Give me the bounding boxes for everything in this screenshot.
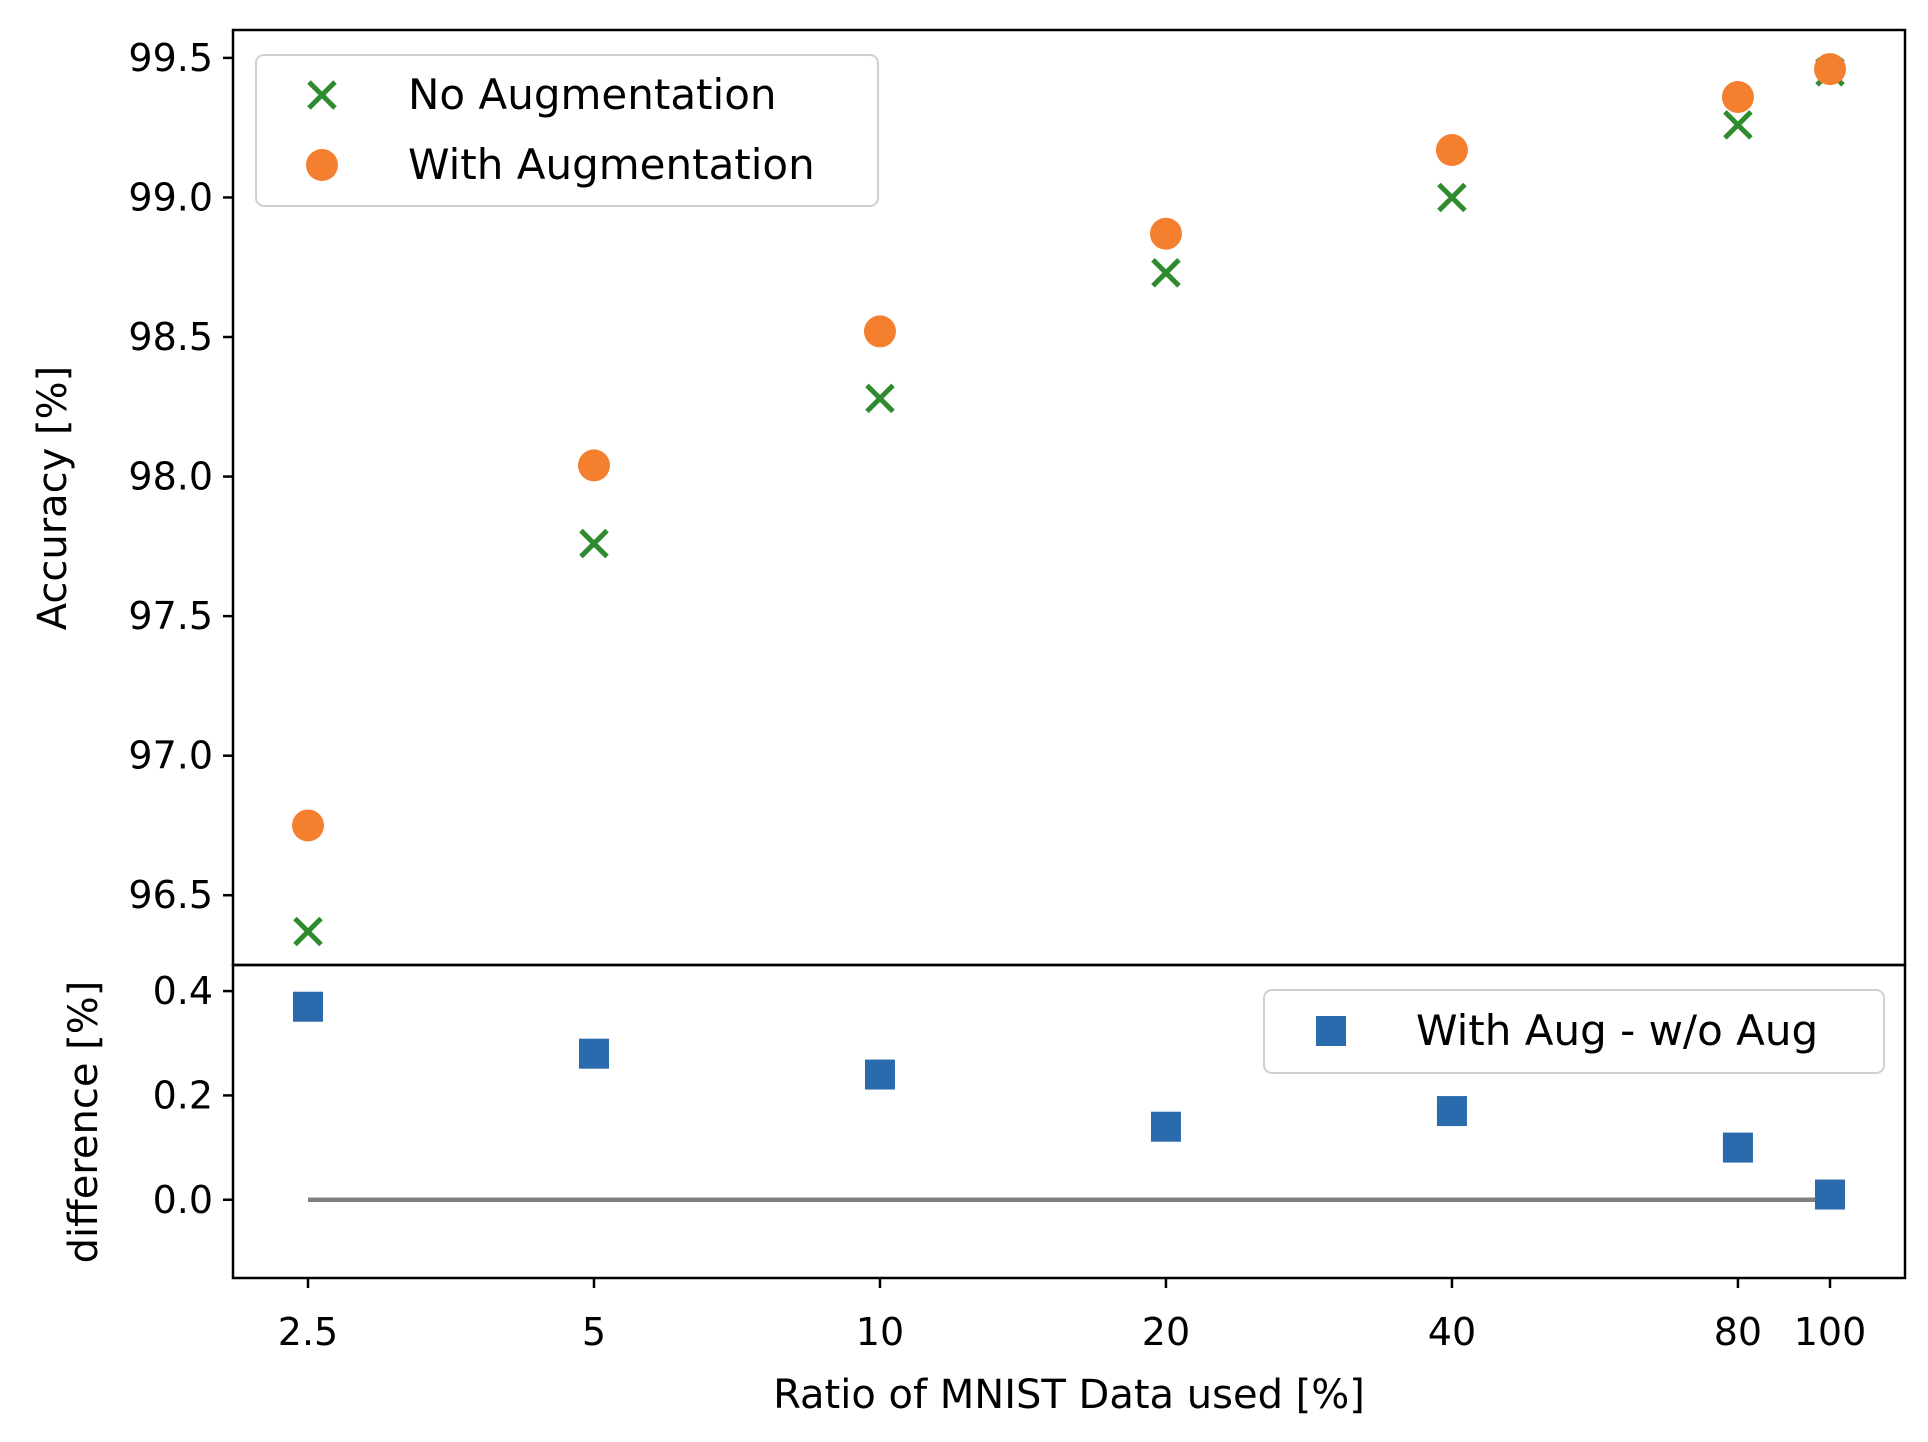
legend-no-augmentation-label: No Augmentation [408,70,777,119]
difference-point [864,1059,895,1090]
no-augmentation-point-stroke-b [1723,110,1753,140]
with-augmentation-point [577,449,610,482]
top-y-tick-label: 98.5 [128,315,213,359]
bottom-x-ticks: 2.5 5 10 20 40 80 100 [278,1278,1866,1354]
difference-point [1150,1111,1181,1142]
with-augmentation-point [292,809,324,842]
x-tick-label: 2.5 [278,1310,338,1354]
top-panel: 96.5 97.0 97.5 98.0 98.5 99.0 99.5 Accuracy [%… [30,28,1907,967]
difference-point [1436,1096,1467,1127]
top-legend-box [255,54,879,207]
legend-difference-label: With Aug - w/o Aug [1416,1006,1818,1055]
no-augmentation-point [865,383,895,414]
no-augmentation-point [1437,182,1467,213]
x-tick-label: 40 [1428,1310,1476,1354]
bottom-y-ticks: 0.0 0.2 0.4 [153,969,233,1222]
top-y-tick-label: 97.5 [128,594,213,638]
x-tick-label: 80 [1714,1310,1762,1354]
bottom-y-tick-label: 0.0 [153,1178,213,1222]
bottom-legend-entries: With Aug - w/o Aug [1316,1006,1818,1055]
with-augmentation-point [863,315,896,348]
legend-difference-marker [1316,1016,1346,1046]
with-augmentation-point [1149,217,1182,250]
top-y-tick-label: 99.5 [128,36,213,80]
top-markers [292,53,1846,947]
top-y-axis-label: Accuracy [%] [30,366,76,631]
bottom-y-tick-label: 0.4 [153,969,213,1013]
top-y-tick-label: 97.0 [128,734,213,778]
legend-with-augmentation-label: With Augmentation [408,140,815,189]
x-tick-label: 100 [1794,1310,1867,1354]
bottom-y-tick-label: 0.2 [153,1073,213,1117]
difference-point [1815,1179,1845,1210]
no-augmentation-point-stroke-b [1437,182,1467,213]
bottom-plot-frame [231,963,1907,1280]
x-tick-label: 20 [1142,1310,1190,1354]
bottom-legend: With Aug - w/o Aug [1263,989,1885,1074]
top-y-tick-label: 96.5 [128,873,213,917]
bottom-legend-box [1263,989,1885,1074]
no-augmentation-point-stroke-b [1151,258,1181,288]
no-augmentation-point-stroke-b [579,528,609,559]
with-augmentation-point [1435,134,1468,167]
x-tick-label: 5 [582,1310,606,1354]
no-augmentation-point [293,916,323,947]
no-augmentation-point [1723,110,1753,140]
legend-no-augmentation-marker [307,80,337,110]
legend-no-augmentation-marker-stroke-b [307,80,337,110]
legend-with-augmentation-marker [306,149,338,181]
top-y-ticks: 96.5 97.0 97.5 98.0 98.5 99.0 99.5 [128,36,233,917]
top-y-tick-label: 99.0 [128,175,213,219]
top-legend: No Augmentation With Augmentation [255,54,879,207]
with-augmentation-point [1721,80,1754,113]
no-augmentation-point [579,528,609,559]
difference-point [578,1038,609,1069]
bottom-markers [293,991,1845,1210]
top-y-tick-label: 98.0 [128,455,213,499]
x-tick-label: 10 [856,1310,904,1354]
top-legend-entries: No Augmentation With Augmentation [306,70,815,189]
no-augmentation-point-stroke-b [293,916,323,947]
no-augmentation-point [1151,258,1181,288]
difference-point [1722,1132,1753,1163]
no-augmentation-point-stroke-b [865,383,895,414]
x-axis-label: Ratio of MNIST Data used [%] [773,1372,1365,1418]
bottom-y-axis-label: difference [%] [61,981,107,1264]
difference-point [293,991,323,1022]
bottom-panel: 0.0 0.2 0.4 2.5 5 10 20 40 80 100 difference [%]… [61,963,1907,1418]
with-augmentation-point [1814,53,1846,86]
